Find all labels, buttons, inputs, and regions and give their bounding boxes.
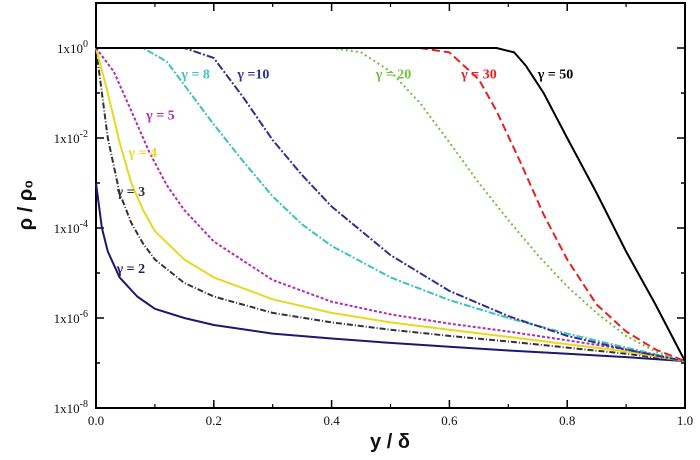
series-label: γ = 5	[145, 108, 175, 123]
series-label: γ = 8	[180, 68, 210, 83]
y-tick-label: 1x10-2	[54, 129, 88, 146]
series-label: γ = 30	[460, 68, 497, 83]
x-tick-label: 0.2	[206, 413, 222, 428]
series-line-4	[96, 47, 686, 363]
series-label: γ =10	[236, 68, 269, 83]
y-tick-label: 1x100	[57, 39, 88, 56]
series-line-6	[96, 47, 686, 363]
x-axis-title: y / δ	[370, 431, 410, 453]
series-line-8	[96, 47, 686, 362]
y-tick-label: 1x10-8	[54, 399, 88, 416]
series-line-5	[96, 47, 686, 363]
series-label: γ = 3	[116, 185, 146, 200]
y-axis: 1x100 1x10-2 1x10-4 1x10-6 1x10-8	[54, 39, 685, 416]
y-axis-title: ρ / ρ₀	[15, 180, 37, 230]
series-label: γ = 50	[537, 68, 574, 83]
series-lines	[95, 47, 686, 363]
series-line-3	[95, 47, 686, 363]
x-axis: 0.0 0.2 0.4 0.6 0.8 1.0	[88, 3, 693, 428]
x-tick-label: 0.8	[559, 413, 575, 428]
x-tick-label: 0.4	[323, 413, 340, 428]
series-label: γ = 4	[127, 146, 157, 161]
x-tick-label: 0.6	[441, 413, 458, 428]
series-line-0	[95, 182, 686, 363]
y-tick-label: 1x10-6	[54, 309, 88, 326]
x-tick-label: 1.0	[677, 413, 693, 428]
series-label: γ = 2	[116, 262, 146, 277]
y-tick-label: 1x10-4	[54, 219, 88, 236]
series-label: γ = 20	[375, 68, 412, 83]
series-labels: γ = 2 γ = 3 γ = 4 γ = 5 γ = 8 γ =10 γ = 20 γ = …	[116, 68, 574, 277]
x-tick-label: 0.0	[88, 413, 104, 428]
series-line-7	[96, 47, 686, 363]
series-line-2	[95, 47, 686, 363]
